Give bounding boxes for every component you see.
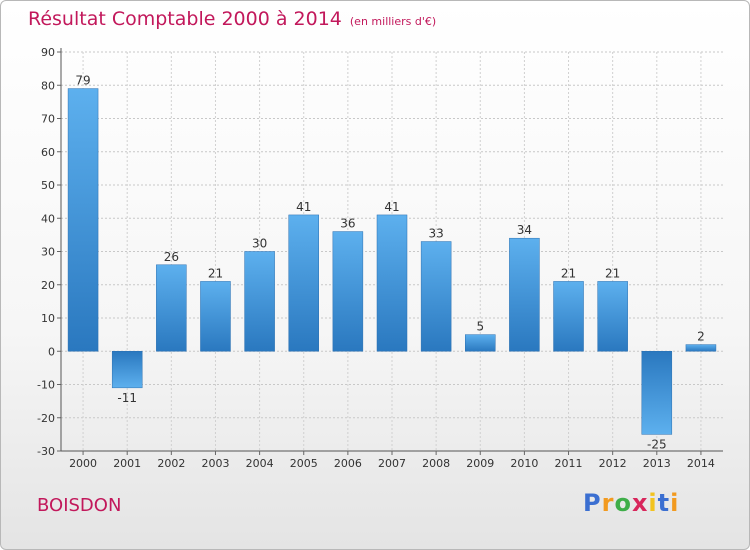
bar-2011: [553, 281, 584, 352]
data-label: 41: [384, 200, 399, 214]
data-label: 41: [296, 200, 311, 214]
logo-letter: P: [583, 489, 602, 517]
axes: [57, 48, 723, 455]
logo-letter: x: [631, 489, 649, 517]
place-name: BOISDON: [37, 495, 122, 516]
x-tick-label: 2007: [378, 457, 406, 470]
data-label: 30: [252, 237, 267, 251]
data-label: 21: [605, 266, 620, 280]
x-tick-label: 2011: [555, 457, 583, 470]
y-tick-label: 50: [41, 179, 55, 192]
bar-2009: [465, 334, 496, 352]
logo-letter: r: [601, 489, 615, 517]
x-tick-label: 2008: [422, 457, 450, 470]
bar-2007: [376, 214, 408, 352]
data-label: 21: [208, 266, 223, 280]
bar-2001: [111, 351, 143, 389]
y-tick-label: 10: [41, 312, 55, 325]
data-label: 79: [75, 74, 90, 88]
x-tick-label: 2012: [599, 457, 627, 470]
data-label: 2: [697, 330, 705, 344]
bar-2012: [597, 281, 628, 352]
bar-2006: [332, 231, 364, 352]
data-label: 36: [340, 217, 355, 231]
data-label: 34: [517, 223, 532, 237]
y-tick-label: 70: [41, 113, 55, 126]
x-tick-label: 2014: [687, 457, 715, 470]
bar-2002: [156, 264, 187, 352]
bar-2014: [685, 344, 717, 352]
labels: -30 -20 -10 0 10 20 30 40 50 60 70 80 90 79 2000 -11 200…: [37, 46, 715, 470]
logo-letter: i: [648, 489, 658, 517]
y-tick-label: -30: [37, 445, 55, 458]
chart-title-text: Résultat Comptable 2000 à 2014: [28, 8, 342, 30]
y-tick-label: 0: [48, 345, 55, 358]
data-label: 5: [476, 320, 484, 334]
bars: [67, 88, 717, 435]
chart-title-unit: (en milliers d'€): [349, 15, 437, 28]
y-tick-label: 40: [41, 212, 55, 225]
y-tick-label: 20: [41, 279, 55, 292]
data-label: 33: [428, 227, 443, 241]
x-tick-label: 2003: [201, 457, 229, 470]
logo-letter: t: [657, 489, 671, 517]
proxiti-logo: Proxiti: [583, 489, 679, 517]
data-label: 21: [561, 266, 576, 280]
x-tick-label: 2002: [157, 457, 185, 470]
data-label: -25: [647, 437, 667, 451]
x-tick-label: 2001: [113, 457, 141, 470]
y-tick-label: 90: [41, 46, 55, 59]
bar-2010: [509, 237, 540, 352]
data-label: 26: [164, 250, 179, 264]
logo-letter: i: [670, 489, 680, 517]
bar-2004: [244, 251, 275, 352]
x-tick-label: 2006: [334, 457, 362, 470]
bar-2000: [67, 88, 99, 352]
bar-2005: [288, 214, 319, 352]
chart-title: Résultat Comptable 2000 à 2014 (en millie…: [28, 8, 436, 30]
x-tick-label: 2009: [466, 457, 494, 470]
bar-2013: [641, 351, 673, 435]
bar-2003: [200, 281, 231, 352]
y-tick-label: 60: [41, 146, 55, 159]
y-tick-label: 80: [41, 79, 55, 92]
x-tick-label: 2000: [69, 457, 97, 470]
data-label: -11: [117, 391, 137, 405]
y-tick-label: -20: [37, 412, 55, 425]
x-tick-label: 2010: [510, 457, 538, 470]
x-tick-label: 2013: [643, 457, 671, 470]
x-tick-label: 2005: [290, 457, 318, 470]
y-tick-label: -10: [37, 379, 55, 392]
bar-2008: [420, 241, 452, 352]
logo-letter: o: [614, 489, 632, 517]
x-tick-label: 2004: [246, 457, 274, 470]
y-tick-label: 30: [41, 246, 55, 259]
